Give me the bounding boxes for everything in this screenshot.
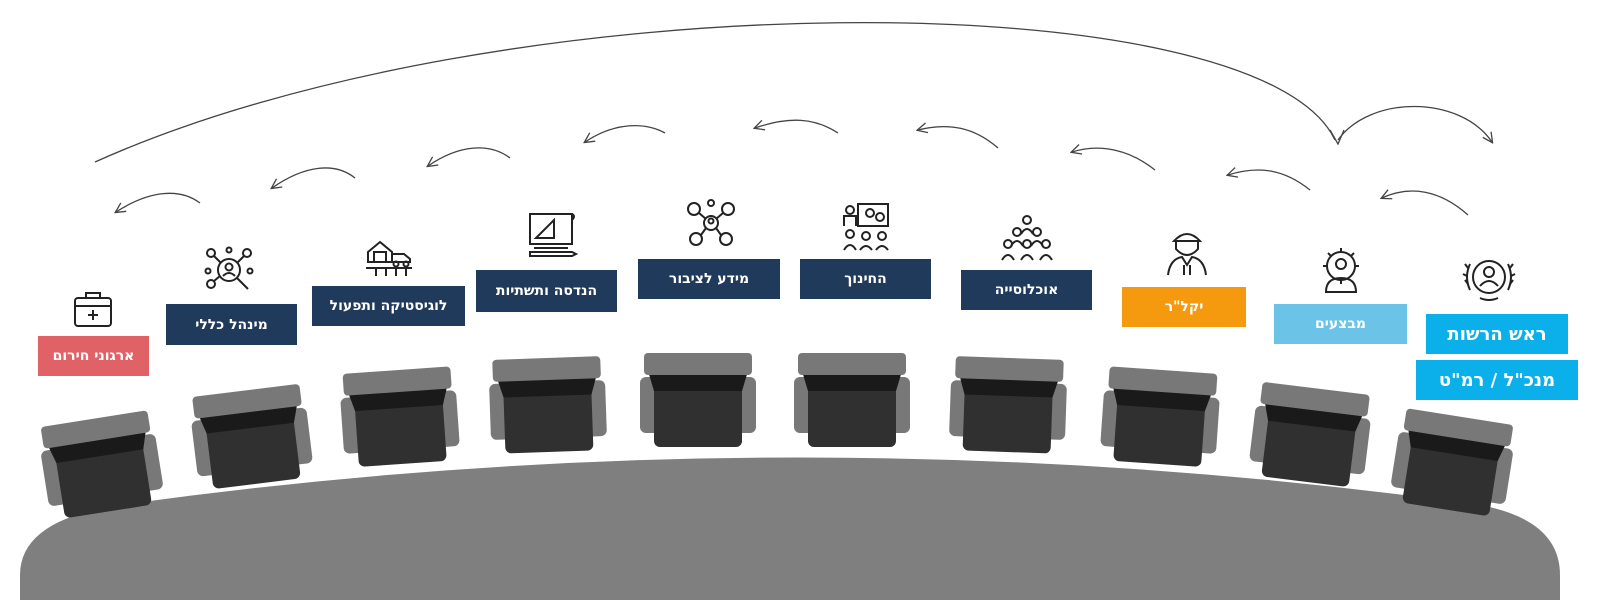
chair	[1249, 382, 1371, 487]
chairs-group	[41, 353, 1513, 518]
seat-label-education: החינוך	[800, 259, 931, 299]
head-loop-arrow	[1337, 105, 1492, 142]
chair	[489, 356, 607, 454]
chair	[41, 410, 163, 518]
seat-label-public-info: מידע לציבור	[638, 259, 780, 299]
arrow-1	[1382, 191, 1469, 216]
chair	[191, 384, 313, 489]
seat-label-emergency: ארגוני חירום	[38, 336, 149, 376]
arrow-8	[272, 167, 356, 188]
seat-label-general-admin: מינהל כללי	[166, 304, 297, 345]
first-aid-kit-icon	[66, 282, 120, 336]
arrow-5	[755, 119, 839, 134]
seat-label-population: אוכלוסייה	[961, 270, 1092, 310]
arrow-9	[116, 192, 201, 212]
seat-label-engineering: הנדסה ותשתיות	[476, 270, 617, 312]
seat-label-head: ראש הרשות	[1426, 314, 1568, 354]
population-group-icon	[1000, 212, 1054, 266]
big-arc-arrow	[94, 22, 1336, 163]
seat-label-head-secondary: מנכ"ל / רמ"ט	[1416, 360, 1578, 400]
gear-person-icon	[1314, 244, 1368, 298]
arrow-3	[1072, 148, 1156, 171]
conference-table	[20, 457, 1560, 600]
chair	[949, 356, 1067, 454]
seat-label-operations: מבצעים	[1274, 304, 1407, 344]
arrow-4	[918, 127, 999, 149]
soldier-icon	[1160, 225, 1214, 279]
chair	[340, 366, 460, 467]
people-search-network-icon	[202, 244, 256, 298]
arrow-7	[428, 147, 511, 166]
classroom-icon	[840, 200, 894, 254]
chair	[640, 353, 756, 447]
seat-label-logistics: לוגיסטיקה ותפעול	[312, 286, 465, 326]
arrows-group	[94, 22, 1492, 216]
chair	[1100, 366, 1220, 467]
big-arc-arrowhead	[1329, 129, 1345, 146]
warehouse-truck-icon	[362, 228, 416, 282]
chair	[1391, 408, 1513, 516]
seat-label-liaison: יקל"ר	[1122, 287, 1246, 327]
blueprint-ruler-icon	[524, 208, 578, 262]
network-people-icon	[684, 197, 738, 251]
chair	[794, 353, 910, 447]
arrow-2	[1228, 170, 1311, 191]
laurel-person-icon	[1462, 250, 1516, 304]
arrow-6	[585, 125, 666, 142]
